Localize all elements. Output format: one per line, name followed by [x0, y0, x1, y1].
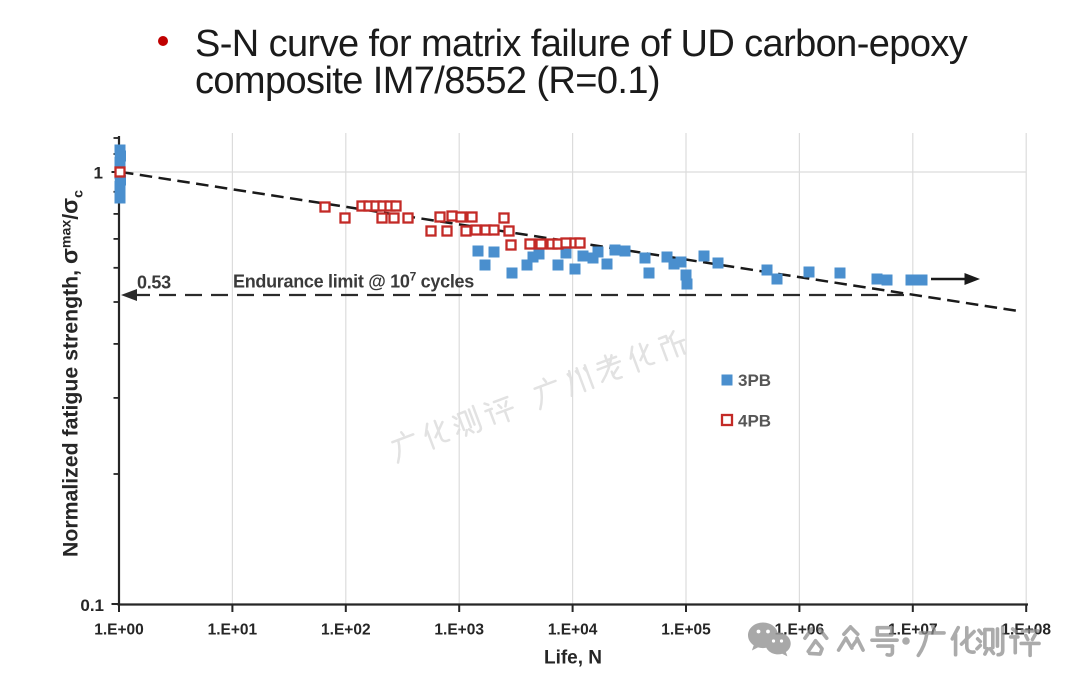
svg-text:1: 1 [94, 164, 103, 183]
svg-text:Endurance limit @ 107 cycles: Endurance limit @ 107 cycles [233, 270, 474, 292]
svg-text:1.E+01: 1.E+01 [208, 622, 258, 639]
svg-text:Normalized fatigue strength,: Normalized fatigue strength, σmax/σc [57, 190, 86, 557]
svg-text:4PB: 4PB [738, 412, 771, 431]
svg-text:3PB: 3PB [738, 371, 771, 390]
svg-text:1.E+05: 1.E+05 [661, 622, 711, 639]
svg-text:1.E+02: 1.E+02 [321, 622, 371, 639]
svg-text:1.E+06: 1.E+06 [775, 622, 825, 639]
svg-text:0.53: 0.53 [137, 273, 171, 293]
svg-text:1.E+03: 1.E+03 [434, 622, 484, 639]
svg-text:1.E+04: 1.E+04 [548, 622, 598, 639]
svg-text:1.E+07: 1.E+07 [888, 622, 938, 639]
svg-text:Life, N: Life, N [544, 648, 602, 669]
svg-text:1.E+00: 1.E+00 [94, 622, 144, 639]
svg-text:0.1: 0.1 [80, 596, 104, 615]
